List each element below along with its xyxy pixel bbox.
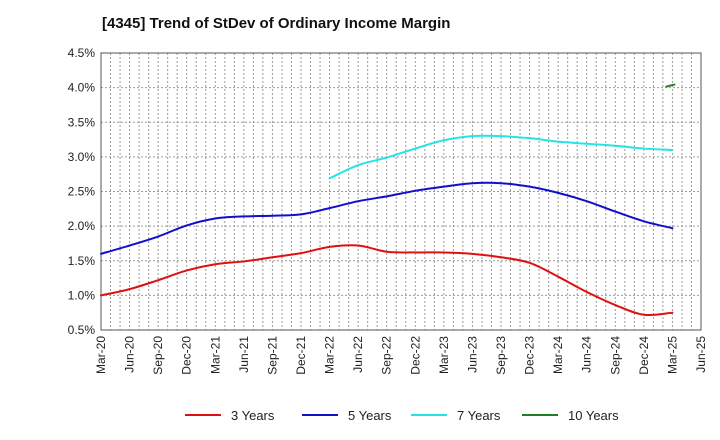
- x-tick-label: Dec-20: [180, 336, 194, 375]
- legend-item-10-years: 10 Years: [522, 404, 619, 426]
- legend-item-7-years: 7 Years: [411, 404, 500, 426]
- legend-swatch-3-years: [185, 414, 221, 416]
- series-line-5-years: [100, 181, 674, 255]
- x-axis-tick-labels: Mar-20 Jun-20 Sep-20 Dec-20 Mar-21 Jun-21 Sep-…: [94, 336, 708, 375]
- x-tick-label: Jun-24: [580, 336, 594, 373]
- y-tick-label: 3.0%: [68, 150, 96, 164]
- x-tick-label: Sep-20: [151, 336, 165, 375]
- y-tick-label: 0.5%: [68, 323, 96, 337]
- x-tick-label: Mar-22: [323, 336, 337, 374]
- x-tick-label: Mar-25: [665, 336, 679, 374]
- legend-item-5-years: 5 Years: [302, 404, 391, 426]
- legend-label-5-years: 5 Years: [348, 407, 392, 423]
- y-tick-label: 4.0%: [68, 81, 96, 95]
- y-tick-label: 2.5%: [68, 185, 96, 199]
- x-tick-label: Jun-20: [123, 336, 137, 373]
- legend-label-7-years: 7 Years: [457, 407, 501, 423]
- y-tick-label: 2.0%: [68, 219, 96, 233]
- x-tick-label: Mar-20: [94, 336, 108, 374]
- x-tick-label: Dec-24: [637, 336, 651, 375]
- legend-label-3-years: 3 Years: [231, 407, 275, 423]
- x-tick-label: Mar-21: [208, 336, 222, 374]
- x-tick-label: Dec-21: [294, 336, 308, 375]
- series-line-3-years: [100, 244, 674, 317]
- legend-label-10-years: 10 Years: [568, 407, 619, 423]
- y-tick-label: 3.5%: [68, 115, 96, 129]
- x-tick-label: Jun-23: [465, 336, 479, 373]
- y-tick-label: 4.5%: [68, 46, 96, 60]
- x-tick-label: Dec-23: [523, 336, 537, 375]
- chart-title: [4345] Trend of StDev of Ordinary Income…: [102, 15, 451, 32]
- x-tick-label: Sep-21: [265, 336, 279, 375]
- legend-swatch-5-years: [302, 414, 338, 416]
- series-lines: [100, 83, 676, 317]
- x-tick-label: Mar-24: [551, 336, 565, 374]
- series-line-10-years: [665, 83, 676, 88]
- series-line-7-years: [328, 134, 674, 180]
- legend-swatch-7-years: [411, 414, 447, 416]
- x-tick-label: Jun-25: [694, 336, 708, 373]
- x-tick-label: Sep-24: [608, 336, 622, 375]
- x-tick-label: Mar-23: [437, 336, 451, 374]
- legend-item-3-years: 3 Years: [185, 404, 274, 426]
- legend-swatch-10-years: [522, 414, 558, 416]
- x-tick-label: Dec-22: [408, 336, 422, 375]
- x-tick-label: Sep-22: [380, 336, 394, 375]
- x-tick-label: Sep-23: [494, 336, 508, 375]
- y-tick-label: 1.0%: [68, 288, 96, 302]
- y-tick-label: 1.5%: [68, 254, 96, 268]
- legend: 3 Years 5 Years 7 Years 10 Years: [0, 404, 720, 426]
- x-tick-label: Jun-22: [351, 336, 365, 373]
- y-axis-tick-labels: 0.5% 1.0% 1.5% 2.0% 2.5% 3.0% 3.5% 4.0% 4.5%: [68, 46, 96, 337]
- plot-frame: [100, 52, 702, 331]
- grid-lines: [100, 52, 702, 331]
- x-tick-label: Jun-21: [237, 336, 251, 373]
